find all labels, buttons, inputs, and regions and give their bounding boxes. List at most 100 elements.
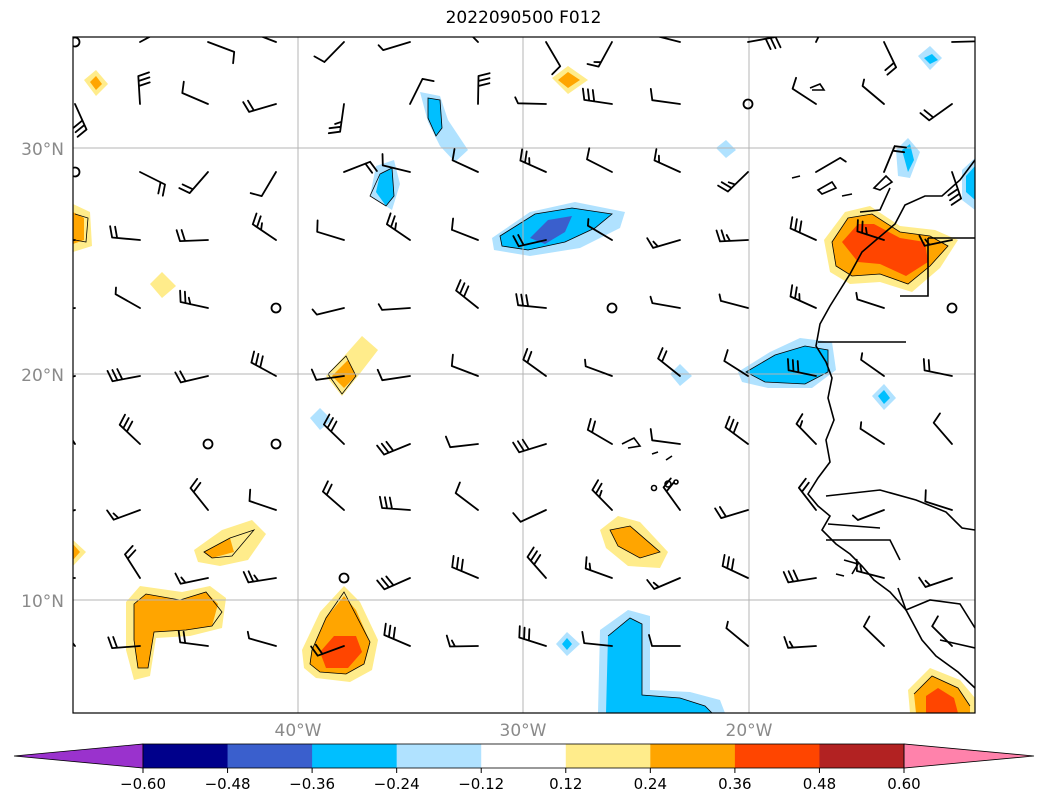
wind-barb [246, 630, 277, 647]
wind-barb [327, 103, 345, 135]
colorbar-tick-label: −0.48 [205, 775, 251, 793]
wind-barb [137, 71, 151, 105]
wind-barb [922, 358, 953, 377]
wind-barb [918, 234, 953, 247]
wind-barb [783, 636, 817, 649]
colorbar-tick-label: −0.36 [289, 775, 335, 793]
wind-barb [883, 145, 907, 173]
wind-barb [377, 41, 411, 51]
wind-barb [106, 368, 141, 383]
wind-barb [798, 477, 817, 511]
lat-label-20n: 20°N [21, 366, 64, 386]
wind-barb [856, 219, 885, 241]
wind-barb [260, 37, 277, 43]
wind-barb [649, 428, 681, 445]
wind-barb [376, 440, 411, 456]
colorbar-segment [819, 744, 905, 768]
wind-barb [179, 289, 209, 309]
colorbar-tick-label: 0.60 [887, 775, 920, 793]
wind-barb [124, 545, 141, 579]
wind-barb [242, 99, 277, 113]
wind-barb [586, 147, 613, 173]
wind-barb [114, 286, 141, 309]
wind-barb [919, 103, 953, 122]
wind-barb [313, 41, 345, 63]
wind-barb [656, 37, 681, 43]
wind-barb [924, 489, 953, 511]
wind-barb [316, 219, 345, 241]
wind-barb [386, 212, 411, 241]
wind-barb [177, 630, 209, 647]
lon-label-40w: 40°W [275, 721, 322, 741]
colorbar-tick-label: 0.36 [718, 775, 751, 793]
wind-barb [139, 37, 152, 43]
wind-barb [883, 41, 897, 76]
wind-barb [73, 307, 76, 310]
calm-barb [202, 438, 214, 450]
wind-barb [181, 80, 209, 105]
wind-barb [178, 171, 209, 194]
wind-barb [587, 218, 613, 241]
wind-barb [649, 88, 681, 105]
wind-barb [947, 171, 962, 206]
colorbar-segment [650, 744, 736, 768]
wind-barb [118, 413, 141, 445]
wind-barb [657, 347, 681, 377]
wind-barb [522, 348, 547, 377]
wind-barb [323, 413, 345, 445]
wind-barb [73, 239, 76, 242]
colorbar-segment [227, 744, 313, 768]
wind-barb [477, 72, 491, 105]
contour-outlines [74, 97, 971, 713]
colorbar-outline [142, 743, 905, 769]
latitude-labels: 30°N 20°N 10°N [21, 140, 64, 612]
wind-barb [787, 358, 817, 377]
wind-barb [662, 477, 681, 511]
colorbar-segment [312, 744, 398, 768]
wind-barb [855, 291, 885, 309]
wind-barb [714, 506, 749, 519]
wind-barb [512, 234, 547, 248]
wind-barb [445, 435, 479, 449]
wind-barb [782, 569, 817, 584]
longitude-labels: 40°W 30°W 20°W [275, 721, 773, 741]
wind-barb [251, 212, 277, 241]
wind-barb [918, 576, 953, 588]
wind-barb [73, 577, 76, 579]
lat-label-10n: 10°N [21, 592, 64, 612]
wind-barb [311, 307, 345, 316]
lon-label-20w: 20°W [726, 721, 773, 741]
calm-barb [270, 438, 282, 450]
wind-barb [932, 412, 953, 445]
wind-barb [379, 495, 411, 511]
wind-barb [723, 349, 749, 377]
colorbar-segment [565, 744, 651, 768]
wind-barb [376, 368, 411, 382]
wind-barb [377, 303, 411, 311]
calm-barb [742, 98, 754, 110]
wind-barb [310, 368, 345, 381]
lon-label-30w: 30°W [500, 721, 547, 741]
wind-barb [207, 41, 236, 65]
wind-barb [789, 284, 817, 309]
wind-barb [248, 488, 277, 511]
map-area [73, 37, 975, 713]
wind-barb [73, 103, 88, 138]
wind-barb [109, 225, 141, 241]
wind-barb [584, 556, 613, 579]
wind-barb [860, 352, 885, 377]
colorbar-tick-label: −0.12 [458, 775, 504, 793]
colorbar: −0.60 −0.48 −0.36 −0.24 −0.12 0.12 0.24 0.36 0.4… [13, 743, 1035, 793]
wind-barb [789, 216, 817, 241]
wind-barb [107, 636, 141, 649]
colorbar-tick-label: 0.48 [803, 775, 836, 793]
wind-barb [249, 171, 277, 197]
wind-barb [451, 217, 479, 241]
calm-barb [338, 572, 350, 584]
colorbar-tick-label: 0.24 [634, 775, 667, 793]
wind-barb [795, 413, 817, 445]
wind-barb [455, 279, 479, 309]
colorbar-extend-min [13, 743, 144, 769]
wind-barb [106, 509, 141, 521]
